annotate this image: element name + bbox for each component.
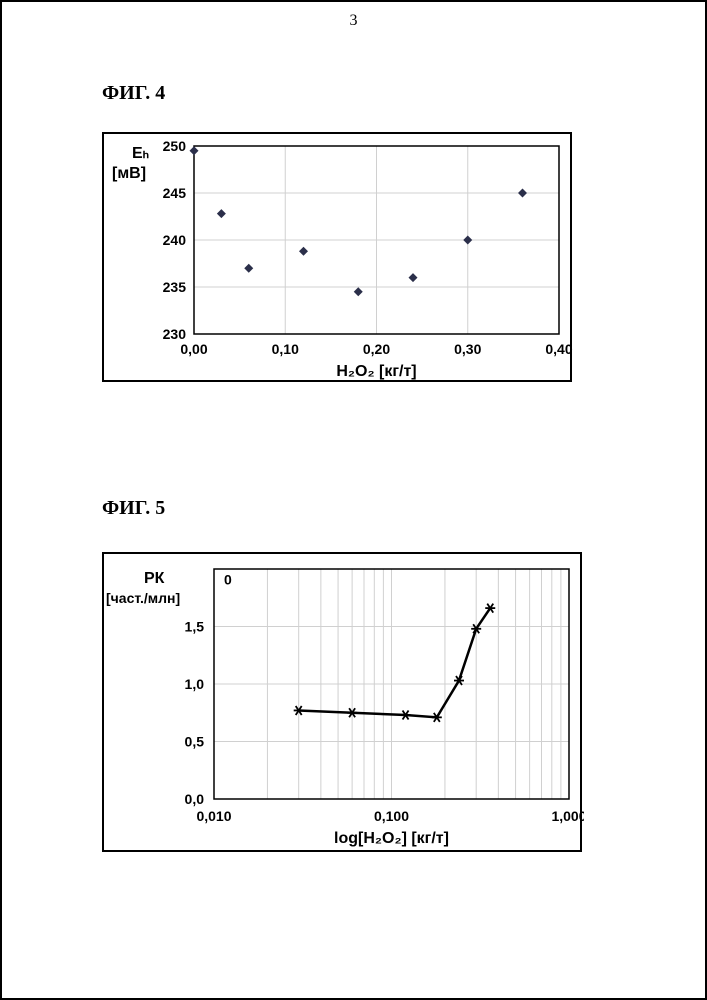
svg-text:H₂O₂ [кг/т]: H₂O₂ [кг/т] (336, 363, 416, 380)
svg-text:245: 245 (163, 185, 187, 201)
svg-text:1,5: 1,5 (185, 619, 205, 635)
svg-text:250: 250 (163, 138, 187, 154)
svg-text:0,010: 0,010 (196, 808, 231, 824)
svg-text:1,000: 1,000 (551, 808, 584, 824)
svg-text:0,00: 0,00 (180, 341, 207, 357)
svg-text:0,0: 0,0 (185, 791, 205, 807)
svg-text:230: 230 (163, 326, 187, 342)
svg-text:235: 235 (163, 279, 187, 295)
svg-text:0,100: 0,100 (374, 808, 409, 824)
svg-text:0,40: 0,40 (545, 341, 572, 357)
svg-text:РК: РК (144, 570, 165, 587)
page-number: 3 (2, 12, 705, 30)
svg-text:0,10: 0,10 (272, 341, 299, 357)
svg-text:1,0: 1,0 (185, 676, 205, 692)
svg-text:0,20: 0,20 (363, 341, 390, 357)
fig4-chart: 230 235 240 245 250 0,00 0,10 0,20 0,30 0,40 Eₕ [мВ… (102, 132, 572, 382)
fig5-chart: 0,0 0,5 1,0 1,5 0,010 0,100 1,000 0 РК [част./млн… (102, 552, 582, 852)
svg-text:Eₕ: Eₕ (132, 145, 149, 162)
svg-text:0,30: 0,30 (454, 341, 481, 357)
svg-text:[част./млн]: [част./млн] (106, 590, 180, 606)
svg-text:0,5: 0,5 (185, 734, 205, 750)
svg-text:240: 240 (163, 232, 187, 248)
fig5-title: ФИГ. 5 (102, 497, 165, 520)
fig4-title: ФИГ. 4 (102, 82, 165, 105)
svg-text:[мВ]: [мВ] (112, 165, 146, 182)
svg-text:0: 0 (224, 571, 232, 587)
svg-text:log[H₂O₂] [кг/т]: log[H₂O₂] [кг/т] (334, 830, 449, 847)
